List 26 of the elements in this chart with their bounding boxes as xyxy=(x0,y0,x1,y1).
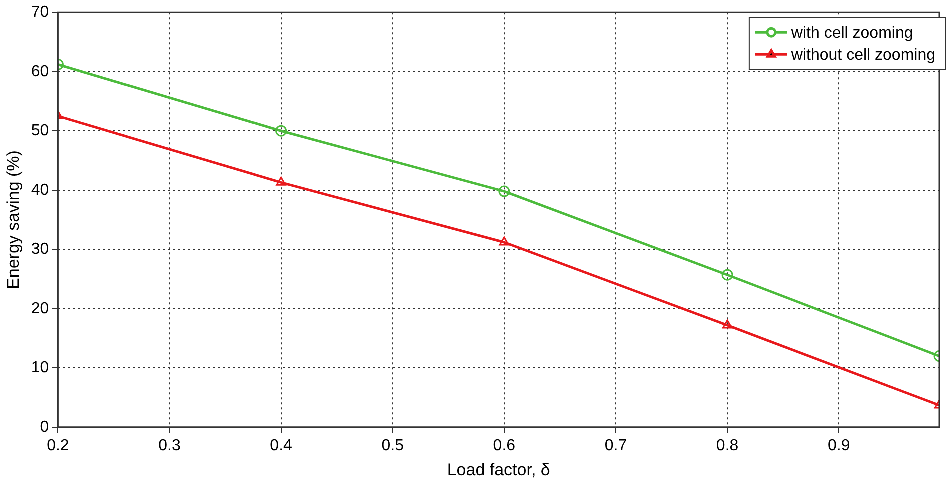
legend-label: with cell zooming xyxy=(790,25,914,42)
x-tick-label: 0.2 xyxy=(47,437,70,454)
y-tick-label: 50 xyxy=(31,122,50,140)
legend-label: without cell zooming xyxy=(790,47,936,64)
y-tick-label: 40 xyxy=(31,182,50,199)
point xyxy=(499,236,510,246)
x-tick-label: 0.9 xyxy=(828,437,850,454)
y-tick-label: 70 xyxy=(31,4,50,22)
x-tick-label: 0.5 xyxy=(382,437,404,454)
point xyxy=(722,320,733,329)
point xyxy=(276,176,286,186)
x-tick-label: 0.3 xyxy=(158,437,181,454)
x-tick-label: 0.8 xyxy=(716,437,739,454)
point xyxy=(722,269,734,281)
point xyxy=(276,125,288,137)
y-tick-label: 0 xyxy=(40,418,50,436)
y-tick-label: 30 xyxy=(31,241,50,258)
x-axis-title: Load factor, δ xyxy=(447,460,550,480)
y-tick-label: 20 xyxy=(31,300,50,318)
y-tick-label: 60 xyxy=(31,63,50,80)
x-tick-label: 0.6 xyxy=(493,437,516,454)
y-axis-title: Energy saving (%) xyxy=(4,150,23,290)
y-tick-label: 10 xyxy=(31,360,50,377)
x-tick-label: 0.7 xyxy=(604,437,628,454)
x-tick-label: 0.4 xyxy=(270,437,293,454)
point xyxy=(498,186,510,198)
